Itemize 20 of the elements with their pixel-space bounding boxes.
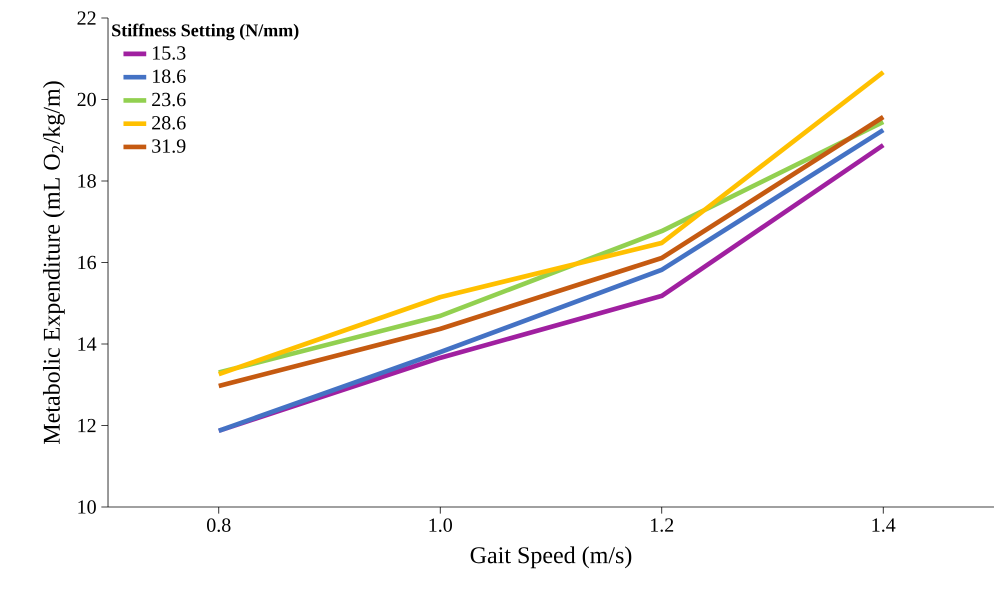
y-tick-label: 16: [78, 256, 96, 270]
legend-title: Stiffness Setting (N/mm): [112, 24, 298, 40]
x-axis-title: Gait Speed (m/s): [470, 546, 632, 568]
line-series: [216, 70, 886, 376]
y-axis-title: Metabolic Expenditure (mL O$_{2}$/kg/m): [42, 81, 65, 444]
legend-label: 23.6: [152, 92, 186, 106]
legend-label: 15.3: [152, 46, 186, 60]
x-tick-label: 1.4: [872, 518, 896, 532]
y-tick-label: 20: [78, 92, 96, 106]
y-tick-label: 22: [78, 11, 96, 25]
x-tick-label: 1.2: [651, 518, 674, 532]
x-tick-label: 0.8: [207, 518, 230, 532]
legend-label: 31.9: [152, 139, 186, 153]
y-tick-label: 12: [78, 418, 96, 432]
x-tick-label: 1.0: [430, 518, 452, 532]
y-tick-label: 10: [78, 500, 96, 514]
legend-label: 28.6: [152, 116, 186, 130]
y-tick-label: 18: [78, 174, 96, 188]
legend-label: 18.6: [152, 70, 186, 84]
y-tick-label: 14: [78, 337, 96, 351]
